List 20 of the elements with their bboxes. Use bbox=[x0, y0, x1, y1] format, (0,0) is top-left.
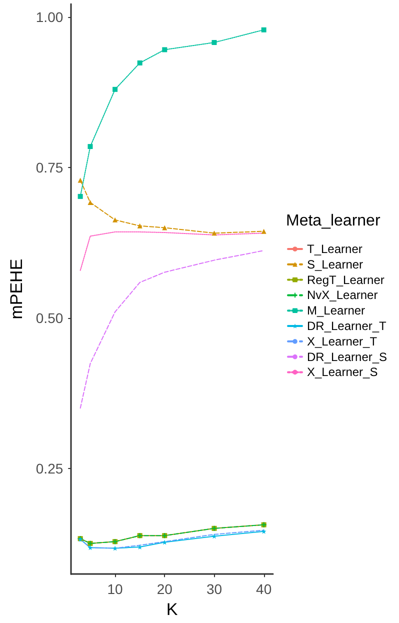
legend-label: DR_Learner_T bbox=[307, 319, 388, 333]
legend-label: X_Learner_T bbox=[307, 334, 378, 348]
legend-label: T_Learner bbox=[307, 242, 362, 256]
legend-label: RegT_Learner bbox=[307, 272, 384, 287]
legend-label: NvX_Learner bbox=[307, 288, 378, 302]
x-tick-label: 40 bbox=[256, 581, 272, 598]
x-axis-title: K bbox=[166, 600, 178, 619]
x-tick-label: 30 bbox=[206, 581, 222, 598]
y-tick-label: 0.25 bbox=[36, 460, 64, 476]
legend-label: M_Learner bbox=[307, 304, 366, 318]
legend-label: DR_Learner_S bbox=[307, 350, 388, 364]
y-axis-title: mPEHE bbox=[7, 258, 26, 320]
x-tick-label: 20 bbox=[156, 581, 173, 598]
legend-title: Meta_learner bbox=[286, 212, 381, 230]
legend-label: S_Learner bbox=[307, 257, 364, 272]
x-tick-label: 10 bbox=[107, 581, 124, 598]
y-tick-label: 0.75 bbox=[36, 160, 64, 176]
y-tick-label: 0.50 bbox=[36, 310, 64, 326]
legend-label: X_Learner_S bbox=[307, 365, 378, 380]
y-tick-label: 1.00 bbox=[36, 9, 64, 26]
